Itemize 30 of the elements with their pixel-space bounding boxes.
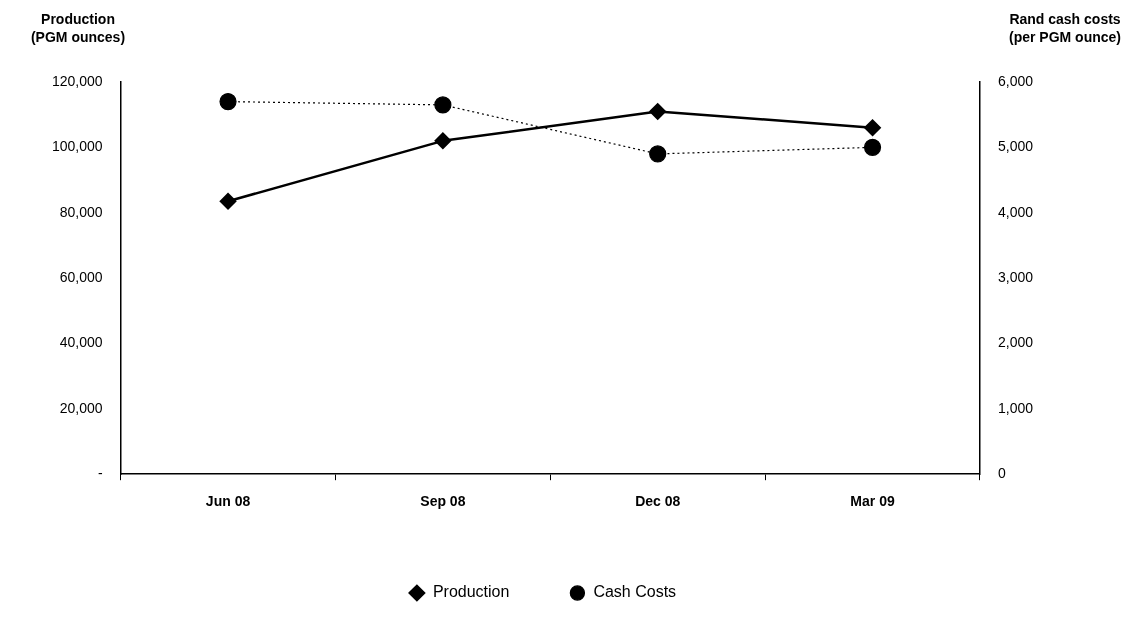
point: [219, 93, 237, 111]
point: [863, 138, 882, 156]
x-tick-label: Jun 08: [205, 493, 251, 510]
y2-tick-label: 1,000: [997, 399, 1034, 416]
y2-tick-label: 0: [997, 465, 1006, 482]
y-tick-label: 40,000: [59, 334, 103, 351]
x-tick-label: Sep 08: [420, 493, 466, 510]
legend-label: Production: [432, 583, 510, 601]
point: [219, 193, 237, 210]
x-tick-label: Mar 09: [850, 493, 895, 510]
y2-axis-title: Rand cash costs (per PGM ounce): [1008, 10, 1122, 45]
x-tick-label: Dec 08: [635, 493, 681, 510]
y-tick-label: 60,000: [59, 268, 103, 285]
point: [864, 119, 881, 137]
point: [649, 103, 666, 120]
y-tick-label: 120,000: [52, 72, 103, 89]
y2-tick-label: 2,000: [997, 334, 1034, 351]
y2-tick-label: 6,000: [997, 72, 1034, 89]
y2-tick-label: 5,000: [997, 138, 1034, 155]
y-tick-label: 80,000: [59, 203, 103, 220]
y2-tick-label: 3,000: [997, 268, 1034, 285]
y-axis-title: Production (PGM ounces): [30, 10, 126, 45]
y-tick-label: 20,000: [59, 399, 103, 416]
point: [649, 145, 667, 163]
y2-tick-label: 4,000: [997, 203, 1034, 220]
legend-label: Cash Costs: [593, 583, 677, 601]
y-tick-label: 100,000: [52, 138, 103, 155]
point: [434, 96, 452, 114]
point: [434, 132, 452, 150]
y-tick-label: -: [97, 465, 103, 482]
